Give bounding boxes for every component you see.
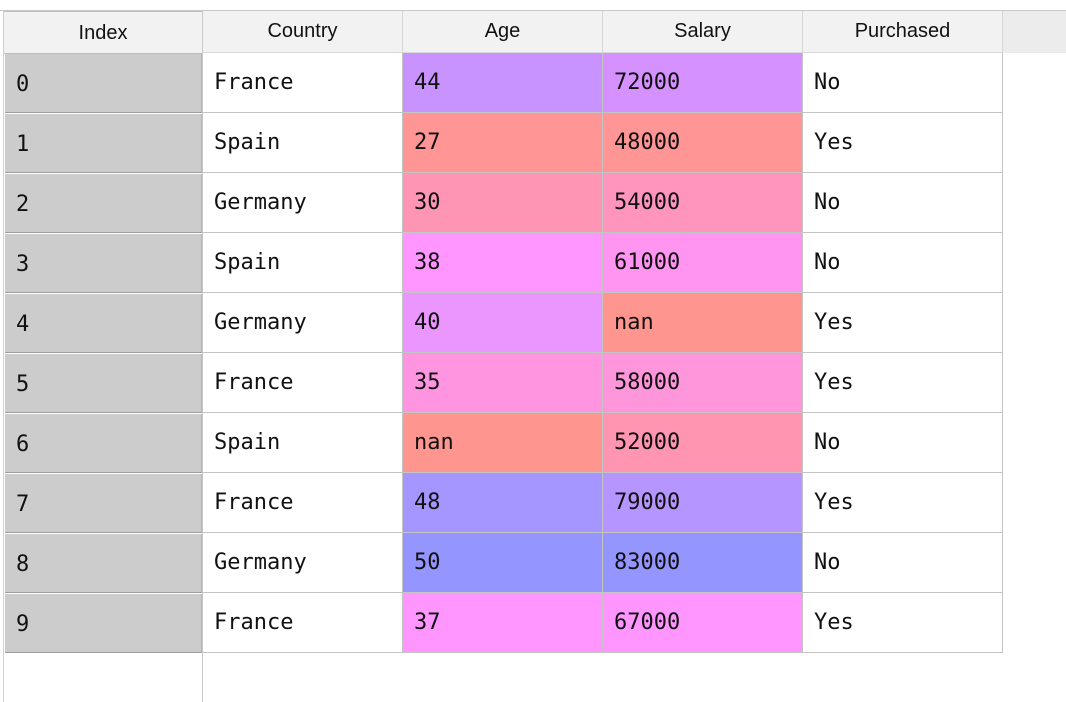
cell-country[interactable]: Spain	[203, 233, 403, 293]
table-row: Germany 40 nan Yes	[203, 293, 1003, 353]
top-divider	[0, 10, 1066, 11]
cell-salary[interactable]: 83000	[603, 533, 803, 593]
table-row: Germany 30 54000 No	[203, 173, 1003, 233]
cell-country[interactable]: Germany	[203, 173, 403, 233]
cell-age[interactable]: 40	[403, 293, 603, 353]
cell-salary[interactable]: nan	[603, 293, 803, 353]
cell-purchased[interactable]: No	[803, 233, 1003, 293]
cell-country[interactable]: Germany	[203, 293, 403, 353]
column-header-purchased[interactable]: Purchased	[803, 11, 1003, 53]
cell-salary[interactable]: 79000	[603, 473, 803, 533]
cell-age[interactable]: nan	[403, 413, 603, 473]
left-divider	[3, 10, 4, 702]
cell-country[interactable]: France	[203, 473, 403, 533]
cell-purchased[interactable]: Yes	[803, 353, 1003, 413]
cell-salary[interactable]: 61000	[603, 233, 803, 293]
cell-salary[interactable]: 67000	[603, 593, 803, 653]
row-index-cell[interactable]: 1	[5, 114, 202, 173]
cell-salary[interactable]: 72000	[603, 53, 803, 113]
row-index-cell[interactable]: 5	[5, 354, 202, 413]
cell-purchased[interactable]: Yes	[803, 593, 1003, 653]
row-index-cell[interactable]: 6	[5, 414, 202, 473]
table-row: Germany 50 83000 No	[203, 533, 1003, 593]
row-index-cell[interactable]: 9	[5, 594, 202, 653]
cell-age[interactable]: 30	[403, 173, 603, 233]
row-index-cell[interactable]: 2	[5, 174, 202, 233]
column-header-country[interactable]: Country	[203, 11, 403, 53]
row-index-cell[interactable]: 7	[5, 474, 202, 533]
table-row: Spain nan 52000 No	[203, 413, 1003, 473]
cell-country[interactable]: France	[203, 353, 403, 413]
cell-country[interactable]: Germany	[203, 533, 403, 593]
row-index-cell[interactable]: 3	[5, 234, 202, 293]
cell-purchased[interactable]: No	[803, 533, 1003, 593]
cell-purchased[interactable]: No	[803, 53, 1003, 113]
column-header-age[interactable]: Age	[403, 11, 603, 53]
row-index-cell[interactable]: 8	[5, 534, 202, 593]
cell-purchased[interactable]: Yes	[803, 293, 1003, 353]
cell-salary[interactable]: 52000	[603, 413, 803, 473]
cell-age[interactable]: 48	[403, 473, 603, 533]
index-header[interactable]: Index	[4, 11, 202, 54]
cell-purchased[interactable]: Yes	[803, 473, 1003, 533]
column-header-row: Country Age Salary Purchased	[203, 11, 1066, 53]
header-filler	[1003, 11, 1066, 53]
table-row: France 37 67000 Yes	[203, 593, 1003, 653]
cell-country[interactable]: Spain	[203, 413, 403, 473]
cell-age[interactable]: 50	[403, 533, 603, 593]
row-index-cell[interactable]: 0	[5, 54, 202, 113]
table-row: France 35 58000 Yes	[203, 353, 1003, 413]
column-header-salary[interactable]: Salary	[603, 11, 803, 53]
cell-country[interactable]: Spain	[203, 113, 403, 173]
cell-age[interactable]: 37	[403, 593, 603, 653]
cell-country[interactable]: France	[203, 593, 403, 653]
cell-country[interactable]: France	[203, 53, 403, 113]
cell-age[interactable]: 35	[403, 353, 603, 413]
cell-purchased[interactable]: No	[803, 173, 1003, 233]
table-row: Spain 38 61000 No	[203, 233, 1003, 293]
cell-salary[interactable]: 54000	[603, 173, 803, 233]
cell-purchased[interactable]: No	[803, 413, 1003, 473]
cell-salary[interactable]: 58000	[603, 353, 803, 413]
table-row: France 48 79000 Yes	[203, 473, 1003, 533]
table-row: Spain 27 48000 Yes	[203, 113, 1003, 173]
cell-salary[interactable]: 48000	[603, 113, 803, 173]
cell-age[interactable]: 38	[403, 233, 603, 293]
row-index-cell[interactable]: 4	[5, 294, 202, 353]
cell-age[interactable]: 27	[403, 113, 603, 173]
cell-age[interactable]: 44	[403, 53, 603, 113]
cell-purchased[interactable]: Yes	[803, 113, 1003, 173]
table-row: France 44 72000 No	[203, 53, 1003, 113]
